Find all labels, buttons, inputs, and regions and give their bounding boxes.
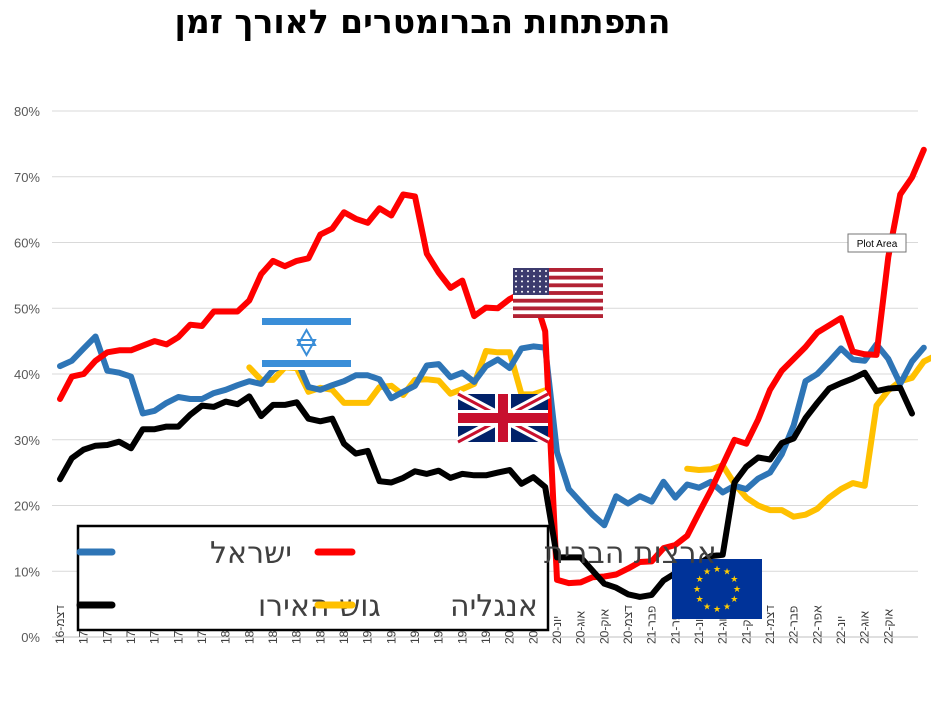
svg-text:★: ★ [696, 595, 704, 605]
israel-flag-image [262, 315, 351, 370]
y-axis-ticks: 0% 10% 20% 30% 40% 50% 60% 70% 80% [14, 104, 40, 645]
svg-text:★: ★ [713, 605, 721, 615]
y-tick-label: 80% [14, 104, 40, 119]
x-tick-label: יונ-21 [692, 616, 706, 644]
svg-text:★: ★ [703, 602, 711, 612]
svg-text:★: ★ [723, 602, 731, 612]
chart-title: התפתחות הברומטרים לאורך זמן [174, 2, 671, 41]
series-lines [57, 146, 931, 600]
y-tick-label: 30% [14, 433, 40, 448]
x-tick-label: יונ-22 [834, 616, 848, 644]
svg-text:★: ★ [723, 568, 731, 578]
y-tick-label: 0% [21, 630, 40, 645]
legend-label-israel: ישראל [210, 536, 292, 571]
x-tick-label: דצמ-20 [621, 605, 635, 644]
svg-text:★: ★ [696, 575, 704, 585]
x-tick-label: אוג-22 [858, 610, 872, 644]
svg-text:★: ★ [733, 585, 741, 595]
series-line-3 [246, 348, 549, 406]
series-line-1 [57, 146, 927, 587]
usa-flag-image [513, 268, 603, 318]
legend-label-usa: ארצות הברית [544, 536, 717, 571]
x-tick-label: דצמ-16 [53, 605, 67, 644]
y-tick-label: 50% [14, 301, 40, 316]
x-tick-label: דצמ-21 [763, 605, 777, 644]
y-tick-label: 60% [14, 236, 40, 251]
series-line-2 [57, 369, 915, 600]
legend-item-usa: ארצות הברית [314, 536, 717, 571]
x-tick-label: פבר-21 [645, 606, 659, 644]
eu-flag-image: ★★★★★★★★★ ★ ★★ [672, 559, 762, 619]
svg-text:★: ★ [703, 568, 711, 578]
y-tick-label: 70% [14, 170, 40, 185]
legend-item-israel: ישראל [76, 536, 292, 571]
legend: ישראל ארצות הברית גוש האירו אנגליה [76, 524, 717, 632]
svg-text:★: ★ [730, 575, 738, 585]
svg-text:★: ★ [693, 585, 701, 595]
x-tick-label: אוג-20 [574, 610, 588, 644]
x-tick-label: אוק-22 [881, 608, 895, 644]
uk-flag-image [455, 390, 551, 446]
plot-area-tooltip: Plot Area [847, 233, 907, 253]
legend-label-uk: אנגליה [450, 589, 538, 624]
y-tick-label: 10% [14, 564, 40, 579]
x-tick-label: פבר-22 [787, 606, 801, 644]
legend-item-uk: אנגליה [314, 589, 538, 624]
svg-text:★: ★ [730, 595, 738, 605]
series-line-0 [57, 333, 927, 529]
x-tick-label: יונ-20 [550, 616, 564, 644]
x-tick-label: אפר-22 [810, 605, 824, 644]
y-tick-label: 40% [14, 367, 40, 382]
plot-area-tooltip-text: Plot Area [857, 239, 898, 250]
x-tick-label: אוק-20 [597, 608, 611, 644]
svg-text:★: ★ [713, 565, 721, 575]
y-tick-label: 20% [14, 499, 40, 514]
series-line-3 [684, 354, 931, 520]
